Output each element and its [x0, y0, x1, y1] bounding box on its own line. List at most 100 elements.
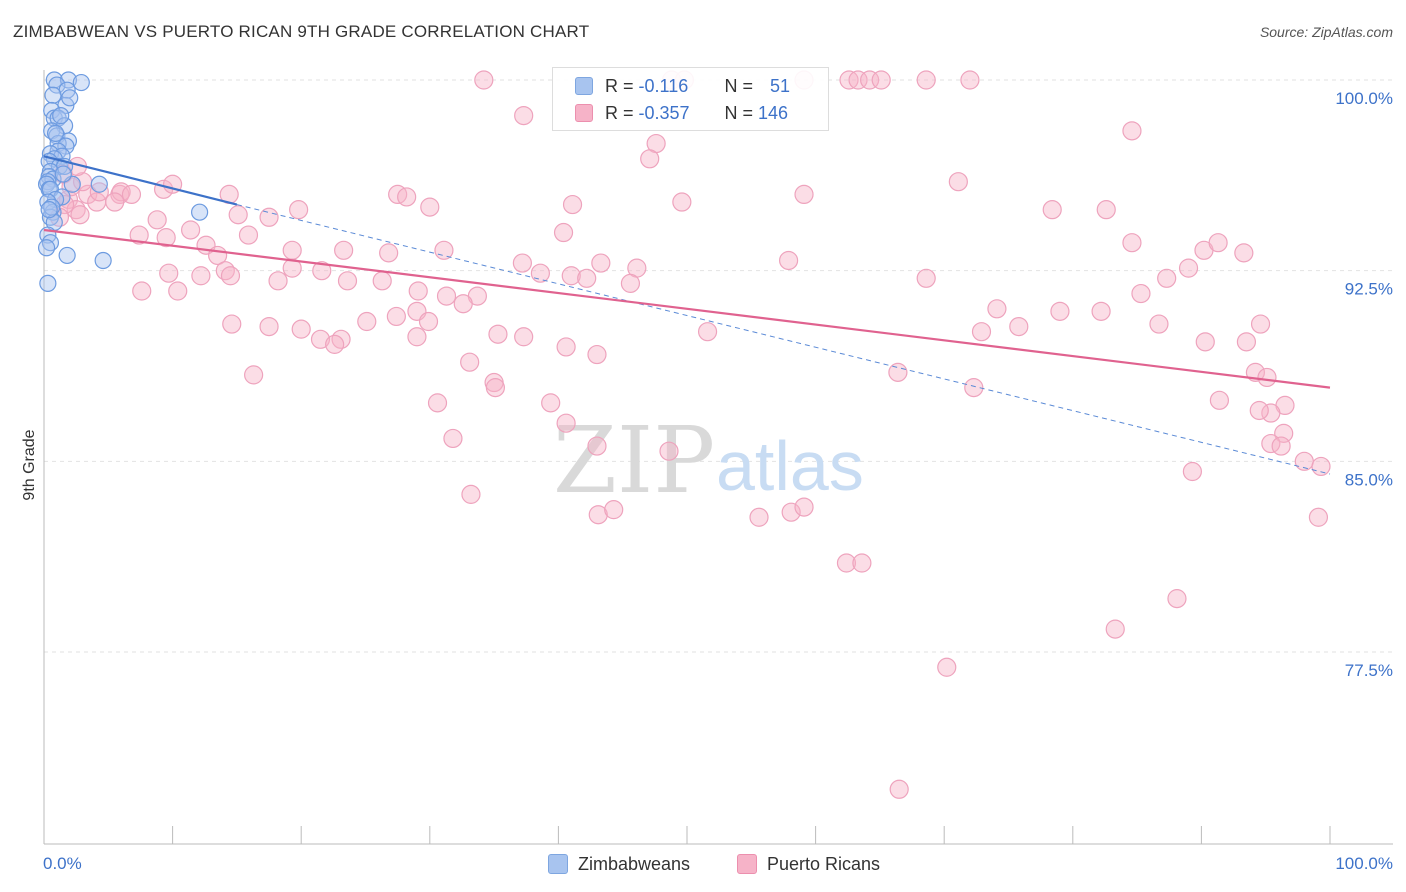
puerto-rican-point — [1208, 233, 1228, 253]
legend-r-value: -0.357 — [638, 102, 690, 123]
puerto-rican-point — [512, 253, 532, 273]
legend-row-zimbabweans: R = -0.116 N = 51 — [575, 73, 790, 99]
zimbabwean-point — [39, 274, 57, 292]
puerto-rican-point — [453, 294, 473, 314]
legend-n-label: N = — [724, 75, 759, 96]
stats-legend: R = -0.116 N = 51 R = -0.357 N = 146 — [552, 67, 829, 131]
puerto-rican-point — [1257, 367, 1277, 388]
puerto-rican-point — [948, 172, 968, 192]
puerto-rican-point — [1105, 619, 1125, 639]
puerto-rican-point — [488, 324, 508, 344]
puerto-rican-trend-line — [43, 228, 1331, 389]
puerto-rican-point — [181, 220, 201, 240]
puerto-rican-point — [1157, 268, 1177, 288]
puerto-rican-point — [310, 329, 331, 349]
puerto-rican-point — [860, 70, 880, 90]
puerto-rican-point — [556, 413, 576, 433]
puerto-rican-point — [1195, 332, 1215, 352]
puerto-rican-point — [357, 311, 377, 332]
puerto-rican-point — [159, 263, 179, 283]
puerto-rican-point — [222, 314, 242, 334]
puerto-rican-point — [794, 184, 814, 204]
puerto-rican-point — [587, 344, 607, 365]
zimbabwean-point — [52, 106, 70, 125]
zimbabwean-point — [72, 73, 90, 92]
puerto-rican-point — [460, 352, 480, 372]
legend-r-value: -0.116 — [638, 75, 689, 96]
zimbabwean-point — [40, 201, 58, 219]
puerto-rican-point — [1250, 314, 1271, 334]
legend-swatch-blue — [575, 77, 593, 95]
puerto-rican-point — [228, 205, 248, 225]
puerto-rican-point — [1167, 589, 1187, 609]
puerto-rican-point — [530, 263, 550, 283]
series-swatch-pink — [737, 854, 757, 874]
puerto-rican-point — [147, 210, 167, 230]
puerto-rican-point — [168, 281, 188, 301]
series-legend-zimbabweans: Zimbabweans — [548, 851, 690, 877]
puerto-rican-point — [749, 507, 769, 527]
zimbabwean-points — [37, 71, 209, 292]
puerto-rican-point — [1050, 301, 1070, 321]
puerto-rican-point — [588, 505, 608, 525]
puerto-rican-point — [1009, 316, 1029, 337]
puerto-rican-point — [591, 253, 611, 273]
puerto-rican-point — [640, 149, 660, 169]
puerto-rican-point — [418, 311, 439, 332]
chart-title: ZIMBABWEAN VS PUERTO RICAN 9TH GRADE COR… — [13, 22, 590, 41]
puerto-rican-point — [1236, 332, 1257, 352]
puerto-rican-point — [514, 105, 534, 126]
puerto-rican-point — [577, 268, 597, 288]
zimbabwean-point — [37, 239, 56, 257]
series-label-puerto-ricans: Puerto Ricans — [767, 853, 881, 874]
puerto-rican-point — [474, 70, 494, 90]
puerto-rican-point — [1308, 507, 1329, 527]
legend-r-label: R = — [605, 75, 639, 96]
zimbabwean-point — [61, 89, 79, 107]
series-swatch-blue — [548, 854, 568, 874]
puerto-rican-point — [1149, 314, 1169, 334]
puerto-rican-point — [1091, 301, 1111, 321]
series-legend-puerto-ricans: Puerto Ricans — [737, 851, 880, 877]
x-tick-label-min: 0.0% — [43, 854, 82, 873]
legend-r-label: R = — [605, 102, 639, 123]
puerto-rican-point — [379, 243, 399, 263]
zimbabwean-point — [90, 175, 108, 193]
zimbabwean-point — [54, 165, 72, 183]
y-tick-label: 77.5% — [1345, 661, 1393, 680]
puerto-rican-point — [888, 362, 908, 382]
puerto-rican-point — [105, 192, 125, 212]
y-tick-label: 85.0% — [1345, 470, 1393, 489]
puerto-rican-point — [964, 378, 984, 398]
puerto-rican-point — [397, 187, 417, 207]
y-tick-labels: 77.5% 85.0% 92.5% 100.0% — [1335, 89, 1393, 680]
puerto-rican-point — [871, 70, 891, 90]
puerto-rican-point — [836, 553, 857, 573]
puerto-rican-point — [1249, 400, 1269, 421]
puerto-rican-point — [434, 240, 454, 260]
y-tick-label: 92.5% — [1345, 280, 1393, 299]
puerto-rican-point — [1261, 403, 1281, 423]
y-axis-label: 9th Grade — [21, 429, 38, 500]
puerto-rican-point — [259, 207, 279, 227]
puerto-rican-point — [461, 484, 481, 504]
zimbabwean-point — [94, 251, 112, 270]
puerto-rican-point — [220, 266, 241, 286]
puerto-rican-point — [407, 327, 427, 347]
puerto-rican-point — [485, 378, 505, 398]
puerto-rican-point — [1178, 258, 1199, 278]
puerto-rican-point — [620, 273, 641, 293]
source-label: Source: ZipAtlas.com — [1259, 24, 1393, 40]
puerto-rican-point — [937, 657, 957, 677]
puerto-rican-point — [337, 271, 358, 291]
puerto-rican-point — [1234, 243, 1254, 263]
puerto-rican-point — [282, 258, 302, 278]
puerto-rican-point — [386, 306, 406, 327]
zimbabwean-point — [48, 76, 66, 94]
puerto-rican-point — [121, 184, 142, 204]
puerto-rican-point — [852, 553, 872, 573]
zimbabwean-point — [58, 246, 76, 265]
zimbabwean-trend-line — [43, 155, 238, 206]
puerto-rican-point — [587, 436, 607, 456]
puerto-rican-point — [191, 266, 211, 286]
